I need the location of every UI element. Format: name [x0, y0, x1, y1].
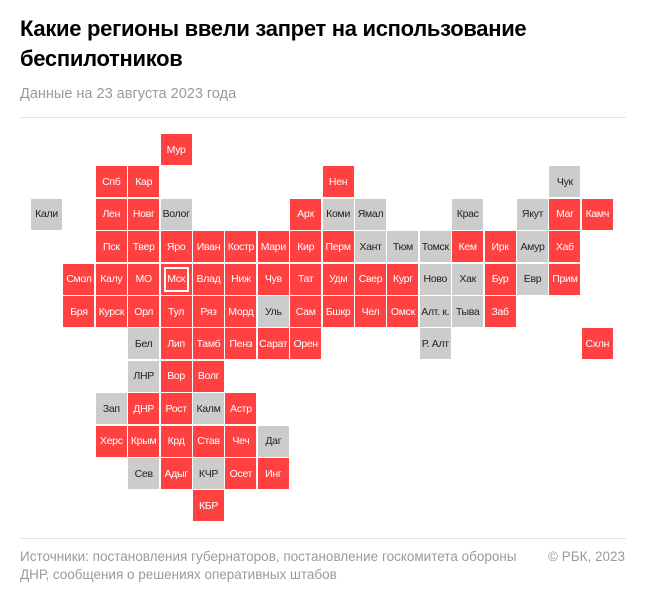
region-tile: Крым [128, 425, 160, 457]
region-tile: Р. Алт [419, 328, 451, 360]
region-tile: Волог [160, 198, 192, 230]
chart-subtitle: Данные на 23 августа 2023 года [20, 86, 237, 102]
region-tile: Тат [290, 263, 322, 295]
region-tile: Маг [549, 198, 581, 230]
region-tile: Калм [193, 393, 224, 425]
region-tile: Херс [95, 425, 127, 457]
top-divider [20, 117, 626, 118]
region-tile: Якут [517, 198, 548, 230]
region-tile: Лен [95, 198, 127, 230]
region-tile: Перм [322, 231, 354, 263]
region-tile: Вор [160, 360, 192, 392]
region-tile: Заб [484, 296, 516, 327]
region-tile: Омск [387, 296, 419, 327]
region-tile: Мур [160, 134, 192, 165]
region-tile: Кар [128, 166, 160, 198]
region-tile: Хант [355, 231, 386, 263]
region-tile: Калу [95, 263, 127, 295]
bottom-divider [20, 538, 626, 539]
region-tile: Мари [257, 231, 289, 263]
region-tile-map: Мур Спб Кар Нен Чук Кали Лен Новг Волог Арх Коми Ям… [31, 134, 613, 522]
region-tile: Пск [95, 231, 127, 263]
region-tile: Уль [257, 296, 289, 327]
region-tile: Тюм [387, 231, 419, 263]
region-tile: Кург [387, 263, 419, 295]
region-tile: Евр [517, 263, 548, 295]
region-tile: Адыг [160, 458, 192, 489]
region-tile: Ирк [484, 231, 516, 263]
region-tile: Прим [549, 263, 581, 295]
region-tile: Хаб [549, 231, 581, 263]
region-tile: Чув [257, 263, 289, 295]
region-tile: Крд [160, 425, 192, 457]
region-tile: Нен [322, 166, 354, 198]
region-tile: Зап [95, 393, 127, 425]
region-tile: Чук [549, 166, 581, 198]
region-tile: Ниж [225, 263, 257, 295]
region-tile: Арх [290, 198, 322, 230]
region-tile: Схлн [581, 328, 613, 360]
region-tile: Томск [419, 231, 451, 263]
region-tile: Коми [322, 198, 354, 230]
region-tile: Осет [225, 458, 257, 489]
region-tile: Астр [225, 393, 257, 425]
region-tile: Твер [128, 231, 160, 263]
region-tile: Тул [160, 296, 192, 327]
region-tile: Бря [63, 296, 95, 327]
region-tile: Кали [31, 198, 62, 230]
region-tile: Сам [290, 296, 322, 327]
region-tile: Орл [128, 296, 160, 327]
region-tile: Камч [581, 198, 613, 230]
region-tile: Хак [452, 263, 484, 295]
region-tile: КБР [193, 490, 224, 522]
region-tile: Влад [193, 263, 224, 295]
region-tile: Волг [193, 360, 224, 392]
region-tile: КЧР [193, 458, 224, 489]
region-tile: Пенз [225, 328, 257, 360]
region-tile: Алт. к. [419, 296, 451, 327]
region-tile: Свер [355, 263, 386, 295]
region-tile: Мск [160, 263, 192, 295]
region-tile: Курск [95, 296, 127, 327]
region-tile: Орен [290, 328, 322, 360]
region-tile: Бел [128, 328, 160, 360]
region-tile: Костр [225, 231, 257, 263]
region-tile: Сев [128, 458, 160, 489]
region-tile: Новг [128, 198, 160, 230]
sources-note: Источники: постановления губернаторов, п… [20, 549, 517, 582]
region-tile: ЛНР [128, 360, 160, 392]
region-tile: Инг [257, 458, 289, 489]
region-tile: Тамб [193, 328, 224, 360]
region-tile: Чеч [225, 425, 257, 457]
region-tile: Бур [484, 263, 516, 295]
region-tile: Тыва [452, 296, 484, 327]
region-tile: Ряз [193, 296, 224, 327]
region-tile: Чел [355, 296, 386, 327]
region-tile: Иван [193, 231, 224, 263]
chart-title: Какие регионы ввели запрет на использова… [20, 16, 527, 71]
region-tile: МО [128, 263, 160, 295]
region-tile: Ямал [355, 198, 386, 230]
region-tile: Бшкр [322, 296, 354, 327]
region-tile: ДНР [128, 393, 160, 425]
region-tile: Лип [160, 328, 192, 360]
region-tile: Став [193, 425, 224, 457]
region-tile: Кем [452, 231, 484, 263]
region-tile: Яро [160, 231, 192, 263]
region-tile: Кир [290, 231, 322, 263]
region-tile: Спб [95, 166, 127, 198]
region-tile: Смол [63, 263, 95, 295]
copyright: © РБК, 2023 [548, 549, 625, 564]
region-tile: Крас [452, 198, 484, 230]
region-tile: Морд [225, 296, 257, 327]
region-tile: Сарат [257, 328, 289, 360]
region-tile: Ново [419, 263, 451, 295]
region-tile: Удм [322, 263, 354, 295]
region-tile: Амур [517, 231, 548, 263]
region-tile: Даг [257, 425, 289, 457]
region-tile: Рост [160, 393, 192, 425]
